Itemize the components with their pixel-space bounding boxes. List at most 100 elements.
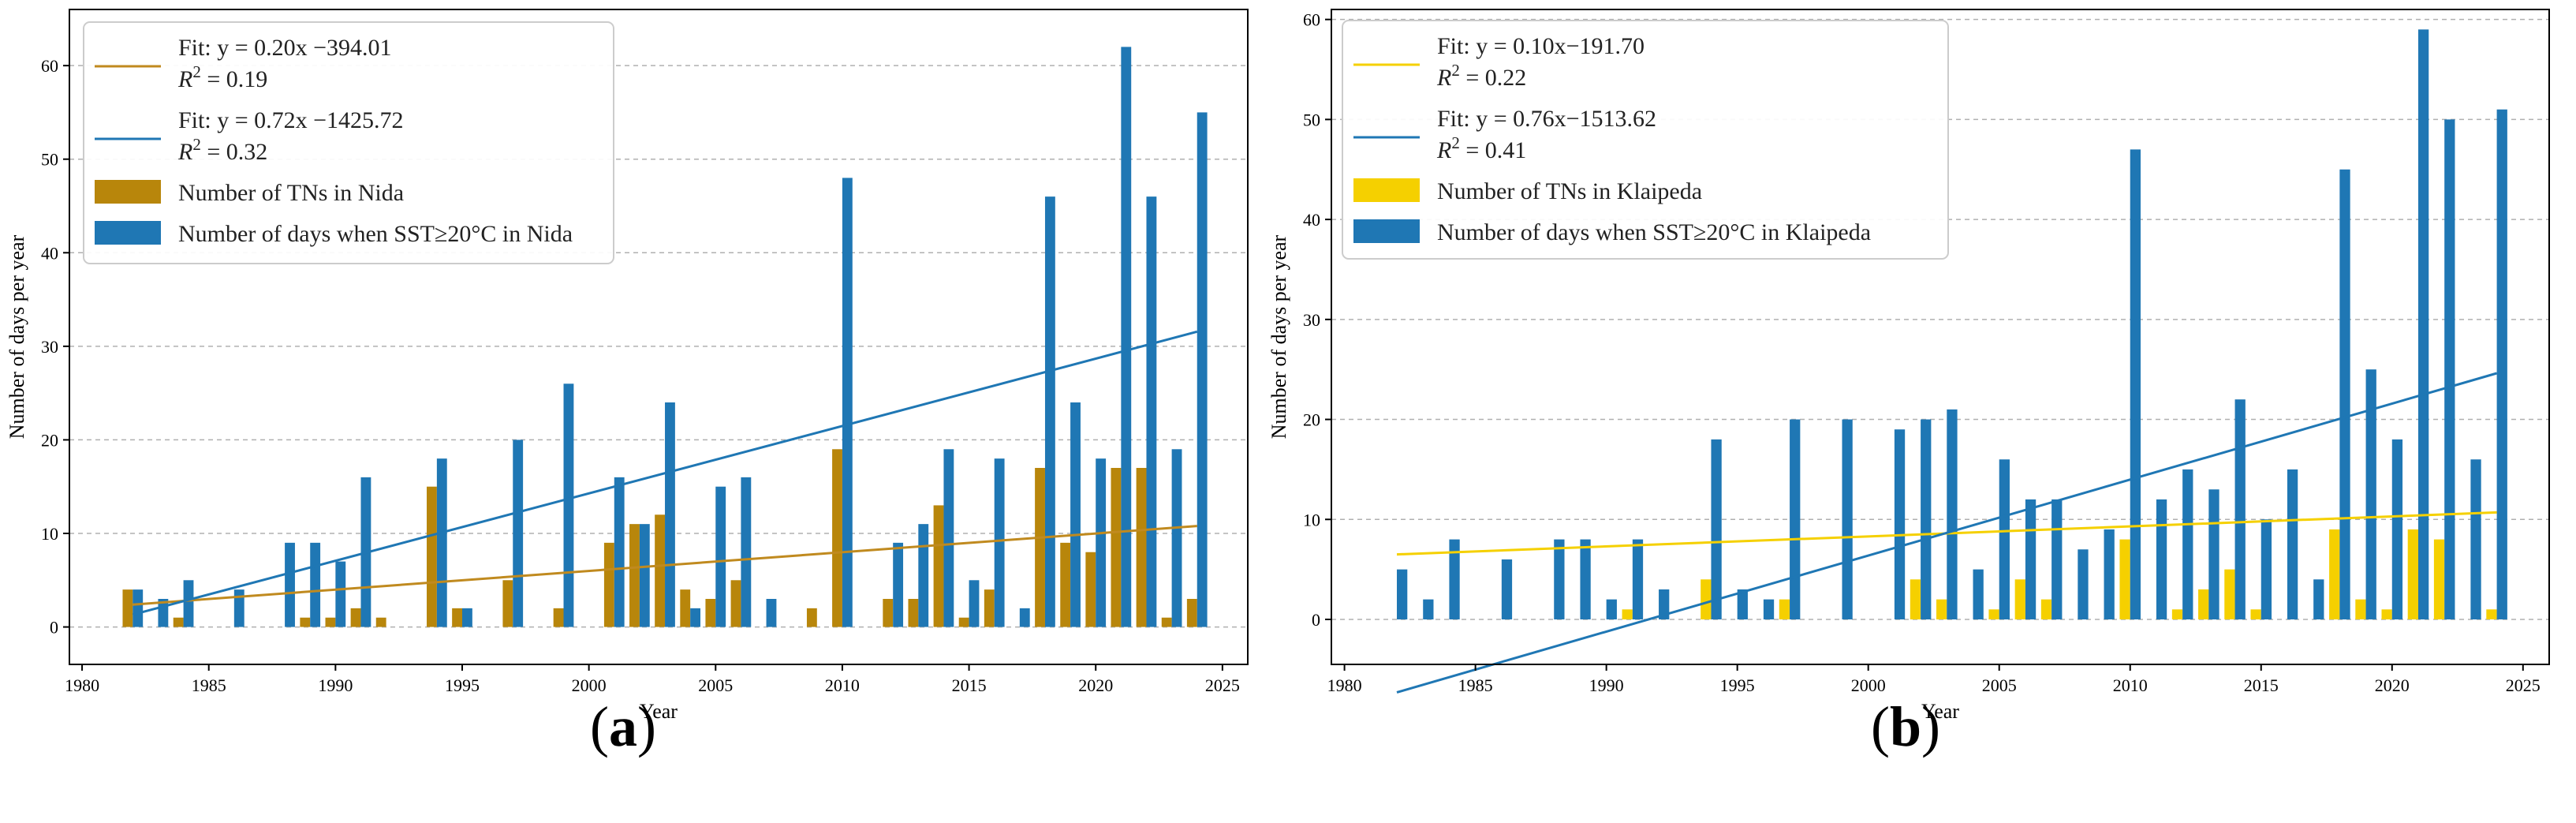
x-tick-label: 2020	[1078, 675, 1113, 695]
chart-b: 1980 1985 1990 1995 2000 2005 2010 2015 2020 2025…	[1267, 9, 2550, 723]
legend-series-swatch	[1353, 219, 1420, 243]
r-squared-symbol: R	[177, 66, 192, 92]
plot-frame	[1331, 9, 2550, 665]
bar	[1171, 449, 1182, 627]
y-tick-label: 50	[41, 150, 58, 170]
y-axis-label: Number of days per year	[1267, 234, 1290, 439]
bar	[2470, 459, 2481, 619]
bar	[1397, 569, 1408, 619]
bar	[958, 617, 969, 627]
bar	[665, 402, 675, 627]
y-tick-label: 40	[1303, 210, 1320, 230]
x-tick-label: 2020	[2375, 675, 2410, 695]
bar	[2104, 529, 2115, 619]
y-tick-label: 30	[41, 337, 58, 357]
legend-fit-label: Fit: y = 0.76x−1513.62	[1437, 106, 1656, 132]
bar	[1842, 419, 1853, 619]
bar	[1936, 599, 1947, 619]
y-tick-label: 10	[41, 524, 58, 544]
bar	[994, 458, 1005, 627]
legend-r2-label: R2 = 0.41	[1436, 133, 1526, 163]
bar	[2250, 609, 2261, 619]
bar	[1085, 552, 1096, 627]
bar	[452, 608, 462, 627]
y-tick-label: 50	[1303, 110, 1320, 129]
r-squared-exponent: 2	[192, 62, 201, 81]
bar	[502, 580, 513, 627]
bar	[1501, 559, 1513, 619]
bar	[2078, 549, 2089, 619]
r-squared-value: = 0.41	[1460, 137, 1526, 163]
bar	[1449, 539, 1460, 619]
bar	[969, 580, 980, 627]
bar	[1035, 468, 1045, 627]
bar	[1894, 429, 1906, 619]
bar	[1019, 608, 1030, 627]
bar	[2025, 499, 2037, 619]
legend-box	[1342, 20, 1949, 260]
y-tick-label: 0	[1312, 610, 1320, 630]
bar	[842, 178, 853, 627]
legend-fit-label: Fit: y = 0.10x−191.70	[1437, 33, 1645, 59]
bar	[1060, 542, 1071, 627]
x-tick-label: 1980	[65, 675, 99, 695]
bar	[1763, 599, 1775, 619]
x-tick-label: 2015	[952, 675, 987, 695]
y-tick-label: 10	[1303, 510, 1320, 529]
r-squared-exponent: 2	[1451, 61, 1460, 80]
bar	[908, 599, 919, 627]
bar	[1947, 409, 1958, 619]
bar	[1701, 579, 1712, 619]
bar	[2433, 539, 2445, 619]
x-tick-label: 1980	[1327, 675, 1362, 695]
bar	[2365, 369, 2376, 619]
y-tick-label: 20	[41, 430, 58, 450]
fit-line	[133, 525, 1197, 606]
bar	[1973, 569, 1984, 619]
x-tick-label: 1985	[192, 675, 226, 695]
bar	[1423, 599, 1434, 619]
r-squared-exponent: 2	[1451, 133, 1460, 152]
bar	[2156, 499, 2167, 619]
bar	[133, 589, 144, 627]
bar	[2051, 499, 2063, 619]
bar	[2208, 489, 2219, 619]
legend-r2-label: R2 = 0.32	[177, 135, 267, 165]
x-tick-label: 1990	[318, 675, 353, 695]
bar	[2381, 609, 2392, 619]
bar	[183, 580, 194, 627]
bar	[603, 542, 614, 627]
legend-series-swatch	[1353, 178, 1420, 202]
x-tick-label: 2015	[2244, 675, 2279, 695]
y-tick-label: 20	[1303, 410, 1320, 430]
legend-series-label: Number of days when SST≥20°C in Nida	[178, 221, 573, 247]
legend-series-label: Number of TNs in Nida	[178, 180, 404, 206]
bar	[513, 440, 524, 627]
bar	[1096, 458, 1107, 627]
bar	[375, 617, 386, 627]
x-tick-label: 2025	[2506, 675, 2541, 695]
x-axis-label: Year	[1921, 700, 1959, 723]
x-tick-label: 2025	[1205, 675, 1240, 695]
y-tick-label: 0	[50, 618, 58, 638]
bar	[1606, 599, 1617, 619]
fit-line	[1396, 372, 2498, 694]
bar	[310, 542, 321, 627]
bar	[300, 617, 311, 627]
r-squared-exponent: 2	[192, 135, 201, 154]
x-tick-label: 1995	[445, 675, 480, 695]
bar	[1659, 589, 1670, 619]
bar	[233, 589, 245, 627]
bar	[350, 608, 361, 627]
legend-r2-label: R2 = 0.22	[1436, 61, 1526, 91]
y-tick-label: 60	[41, 56, 58, 76]
bar	[2040, 599, 2052, 619]
plot-frame	[69, 9, 1249, 665]
bar	[741, 477, 752, 627]
bar	[2234, 399, 2246, 619]
bar	[2171, 609, 2183, 619]
bar	[933, 505, 944, 627]
panel-label-a: (a)	[590, 695, 656, 758]
y-tick-label: 30	[1303, 310, 1320, 330]
